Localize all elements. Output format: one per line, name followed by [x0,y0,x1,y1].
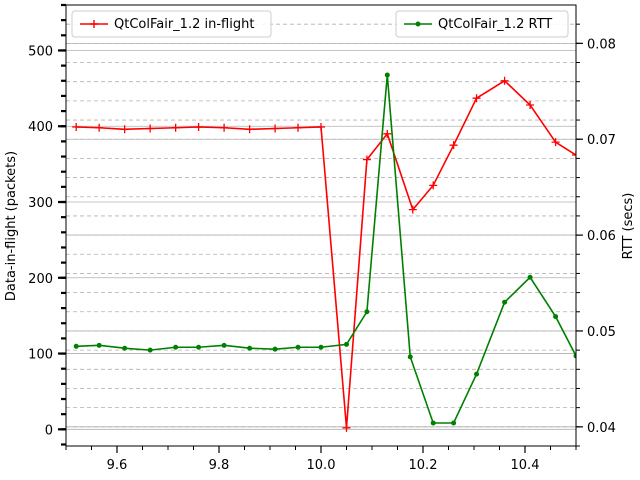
data-point [194,122,203,131]
data-point [573,353,576,359]
legend-rtt-marker [415,21,421,27]
legend-in-flight-marker [90,20,98,28]
x-tick-label: 9.8 [209,458,230,473]
legend-rtt-label: QtColFair_1.2 RTT [438,17,552,32]
y-tick-label-right: 0.07 [587,133,616,148]
y-tick-label-right: 0.04 [587,421,616,436]
data-point [196,344,202,350]
legend-in-flight: QtColFair_1.2 in-flight [71,10,272,38]
data-point [383,129,392,138]
y-tick-label-right: 0.06 [587,229,616,244]
series-rtt [73,72,576,426]
y-tick-label-left: 200 [28,272,53,287]
y-tick-label-left: 300 [28,196,53,211]
data-point [245,125,254,134]
data-point [474,371,480,377]
data-point [318,344,324,350]
data-point [96,342,102,348]
data-point [449,141,458,150]
data-point [344,341,349,347]
data-point [171,123,180,132]
data-point [147,347,153,353]
data-point [408,205,417,214]
y-tick-label-left: 500 [28,44,53,59]
data-point [73,343,79,349]
y-axis-left-title: Data-in-flight (packets) [4,151,19,301]
data-point [122,345,128,351]
axes-layer: 0.04 0.05 0.06 0.07 0.08 0 100 200 300 400 500 9.6 9… [28,3,616,473]
data-point [500,76,509,85]
data-point [526,101,535,110]
data-point [342,423,351,432]
data-point [221,342,227,348]
data-point [294,123,303,132]
data-point [551,138,560,147]
y-tick-label-left: 100 [28,348,53,363]
series-in-flight [72,76,576,432]
y-tick-label-right: 0.08 [587,37,616,52]
data-point [95,123,104,132]
series-line [76,79,576,428]
series-layer [72,72,576,432]
y-tick-label-left: 0 [45,423,53,438]
data-point [272,346,278,352]
data-point [362,155,371,164]
data-point [173,344,179,350]
legend-rtt: QtColFair_1.2 RTT [395,10,569,38]
data-point [502,299,508,305]
data-point [407,354,413,360]
data-point [553,314,559,320]
data-point [364,309,370,315]
legend-rtt-box [395,10,569,38]
data-point [247,345,253,351]
y-axis-right-title: RTT (secs) [621,193,636,260]
x-tick-label: 9.6 [107,458,128,473]
data-point [384,72,390,78]
legend-in-flight-box [71,10,272,38]
data-point [572,151,576,160]
data-point [295,344,301,350]
data-point [271,124,280,133]
legend-in-flight-label: QtColFair_1.2 in-flight [114,17,254,32]
y-tick-label-right: 0.05 [587,325,616,340]
series-line [76,74,576,424]
data-point [72,122,81,131]
data-point [120,125,129,134]
data-point [527,274,533,280]
data-point [220,123,229,132]
x-tick-label: 10.2 [409,458,438,473]
grid-left [66,50,576,430]
x-tick-label: 10.0 [307,458,336,473]
data-point [429,181,438,190]
data-point [146,124,155,133]
data-point [472,94,481,103]
data-point [317,122,325,131]
y-tick-label-left: 400 [28,120,53,135]
x-tick-label: 10.4 [511,458,540,473]
data-point [430,420,436,426]
data-point [451,420,457,426]
grid-right [66,23,576,447]
